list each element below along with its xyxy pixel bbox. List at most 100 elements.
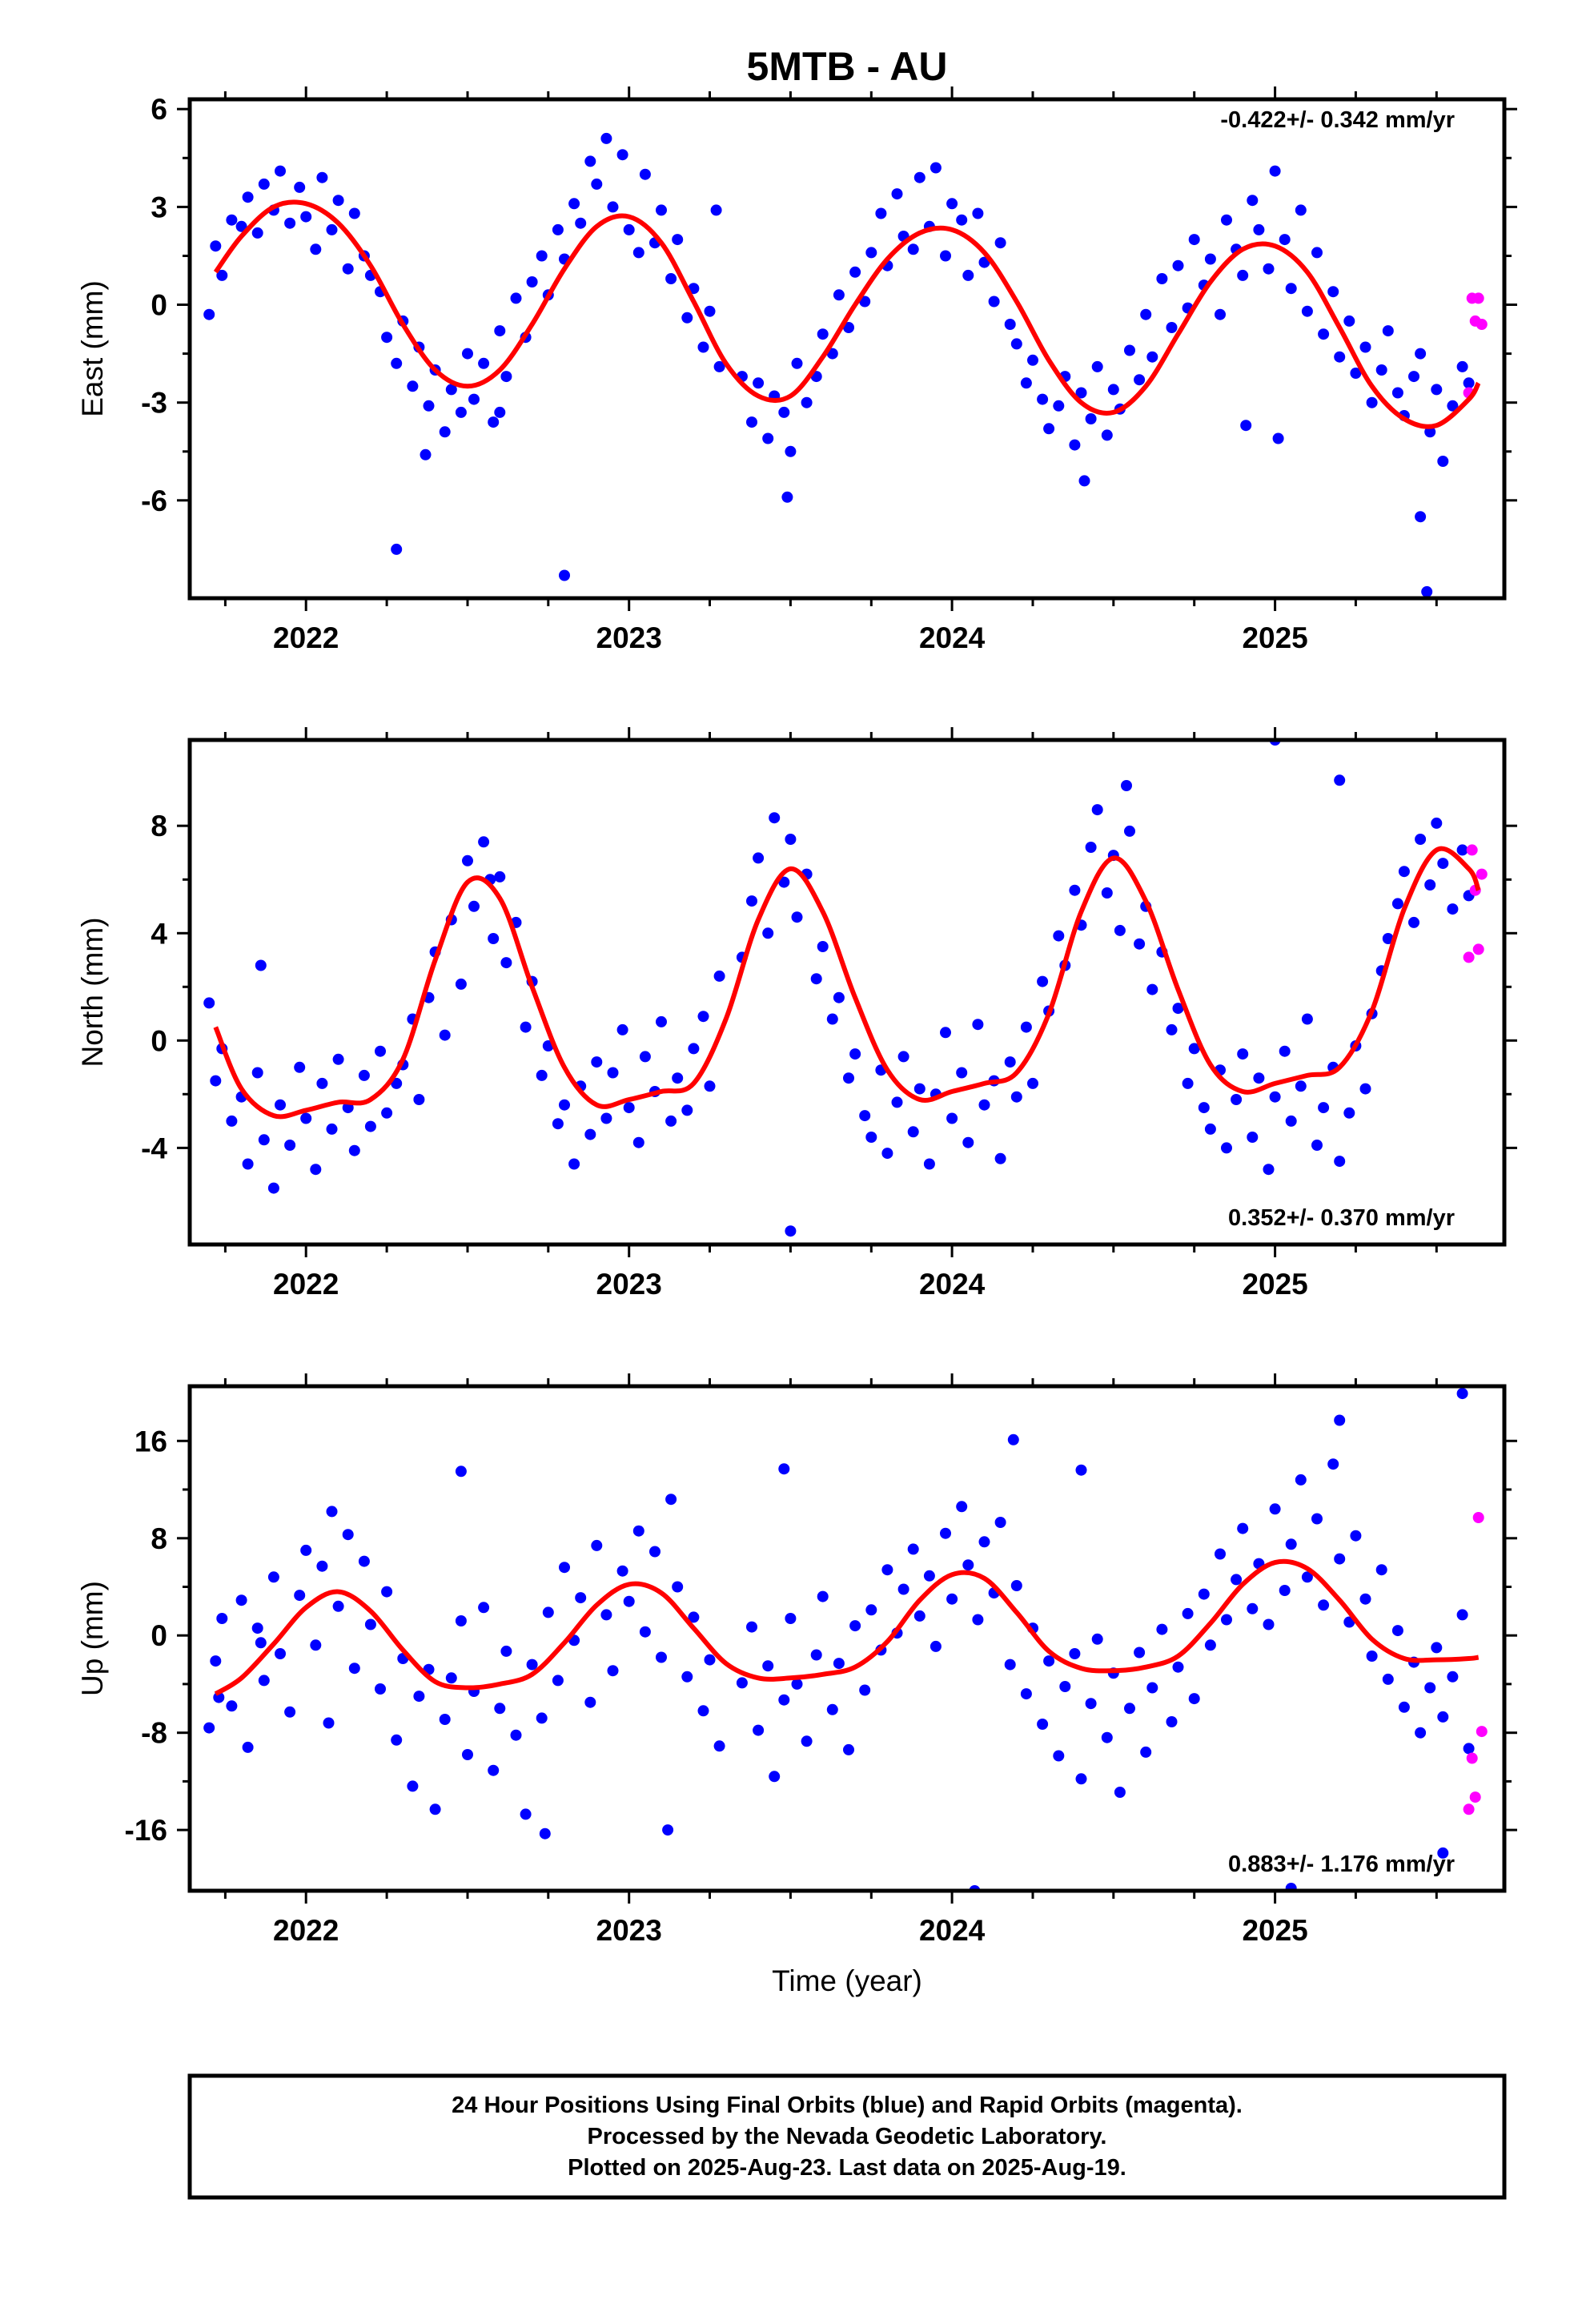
north-final-orbit-point: [455, 978, 467, 990]
north-final-orbit-point: [1182, 1077, 1194, 1089]
east-final-orbit-point: [1415, 511, 1427, 523]
up-final-orbit-point: [865, 1604, 877, 1616]
up-final-orbit-point: [810, 1649, 822, 1661]
north-final-orbit-point: [1004, 1056, 1016, 1068]
north-final-orbit-point: [226, 1115, 238, 1127]
north-final-orbit-point: [1053, 930, 1065, 942]
up-final-orbit-point: [681, 1671, 693, 1683]
east-final-orbit-point: [843, 322, 854, 333]
north-final-orbit-point: [332, 1053, 344, 1065]
north-final-orbit-point: [785, 1225, 797, 1237]
east-final-orbit-point: [762, 432, 774, 444]
east-final-orbit-point: [1253, 223, 1265, 235]
east-final-orbit-point: [226, 214, 238, 226]
east-final-orbit-point: [1366, 396, 1378, 408]
north-final-orbit-point: [697, 1011, 709, 1023]
up-final-orbit-point: [1279, 1585, 1291, 1596]
east-final-orbit-point: [1421, 585, 1433, 597]
east-final-orbit-point: [478, 357, 490, 369]
up-x-tick-label: 2022: [273, 1914, 339, 1947]
up-rate-label: 0.883+/- 1.176 mm/yr: [1228, 1852, 1455, 1877]
up-final-orbit-point: [323, 1717, 335, 1729]
east-final-orbit-point: [1134, 374, 1146, 386]
up-final-orbit-point: [1415, 1727, 1427, 1739]
up-y-tick-label: -16: [125, 1814, 167, 1847]
up-x-tick-label: 2025: [1242, 1914, 1307, 1947]
up-final-orbit-point: [1391, 1625, 1403, 1637]
east-final-orbit-point: [216, 269, 228, 281]
east-final-orbit-point: [494, 406, 506, 418]
up-final-orbit-point: [235, 1594, 247, 1606]
up-final-orbit-point: [488, 1764, 500, 1776]
up-final-orbit-point: [1069, 1648, 1081, 1659]
up-final-orbit-point: [672, 1581, 684, 1593]
north-final-orbit-point: [1085, 842, 1097, 853]
north-final-orbit-point: [1359, 1083, 1371, 1095]
north-x-tick-label: 2025: [1242, 1268, 1307, 1301]
up-final-orbit-point: [859, 1684, 871, 1696]
north-final-orbit-point: [1037, 975, 1049, 987]
north-final-orbit-point: [1279, 1045, 1291, 1057]
east-x-tick-label: 2025: [1242, 621, 1307, 654]
footer-line-1: 24 Hour Positions Using Final Orbits (bl…: [452, 2093, 1243, 2118]
up-final-orbit-point: [736, 1677, 748, 1689]
north-final-orbit-point: [897, 1051, 909, 1063]
east-final-orbit-point: [1350, 368, 1362, 379]
up-final-orbit-point: [791, 1678, 803, 1690]
north-final-orbit-point: [833, 991, 845, 1003]
up-final-orbit-point: [843, 1743, 854, 1755]
east-final-orbit-point: [575, 217, 587, 229]
up-final-orbit-point: [445, 1672, 457, 1684]
north-final-orbit-point: [1343, 1107, 1355, 1119]
up-final-orbit-point: [251, 1622, 263, 1634]
north-final-orbit-point: [1295, 1080, 1307, 1092]
east-frame: [187, 97, 1507, 601]
up-final-orbit-point: [478, 1602, 490, 1614]
east-final-orbit-point: [316, 171, 328, 183]
east-final-orbit-point: [1279, 234, 1291, 246]
east-final-orbit-point: [494, 325, 506, 337]
east-y-tick-label: -6: [141, 485, 167, 517]
up-final-orbit-point: [455, 1615, 467, 1626]
up-final-orbit-point: [332, 1600, 344, 1612]
up-final-orbit-point: [364, 1618, 376, 1630]
up-final-orbit-point: [1037, 1719, 1049, 1730]
east-final-orbit-point: [1431, 384, 1443, 396]
north-final-orbit-point: [591, 1056, 603, 1068]
up-final-orbit-point: [584, 1696, 596, 1708]
north-final-orbit-point: [1020, 1021, 1032, 1033]
up-final-orbit-point: [226, 1700, 238, 1712]
east-final-orbit-point: [697, 341, 709, 353]
up-final-orbit-point: [242, 1741, 254, 1753]
north-final-orbit-point: [1091, 804, 1103, 816]
east-final-orbit-point: [600, 132, 612, 144]
east-final-orbit-point: [1272, 432, 1284, 444]
north-final-orbit-point: [1456, 844, 1468, 856]
north-final-orbit-point: [1311, 1140, 1323, 1151]
east-final-orbit-point: [326, 223, 338, 235]
up-final-orbit-point: [913, 1610, 926, 1622]
east-final-orbit-point: [988, 296, 1000, 308]
up-final-orbit-point: [746, 1621, 757, 1633]
east-final-orbit-point: [488, 416, 500, 428]
north-final-orbit-point: [600, 1112, 612, 1124]
up-final-orbit-point: [826, 1703, 838, 1715]
up-final-orbit-point: [1020, 1688, 1032, 1700]
north-final-orbit-point: [607, 1067, 619, 1079]
east-final-orbit-point: [526, 276, 538, 287]
up-final-orbit-point: [326, 1506, 338, 1518]
up-final-orbit-point: [1215, 1548, 1226, 1560]
east-final-orbit-point: [833, 289, 845, 301]
up-final-orbit-point: [1237, 1522, 1249, 1534]
east-final-orbit-point: [801, 396, 813, 408]
north-final-orbit-point: [665, 1115, 677, 1127]
up-final-orbit-point: [632, 1525, 644, 1537]
east-final-orbit-point: [584, 155, 596, 167]
up-final-orbit-point: [1124, 1703, 1135, 1715]
east-final-orbit-point: [251, 227, 263, 239]
north-final-orbit-point: [559, 1099, 570, 1111]
east-final-orbit-point: [1101, 429, 1113, 441]
up-final-orbit-point: [294, 1590, 306, 1602]
east-final-orbit-point: [1263, 263, 1275, 275]
up-final-orbit-point: [575, 1592, 587, 1604]
